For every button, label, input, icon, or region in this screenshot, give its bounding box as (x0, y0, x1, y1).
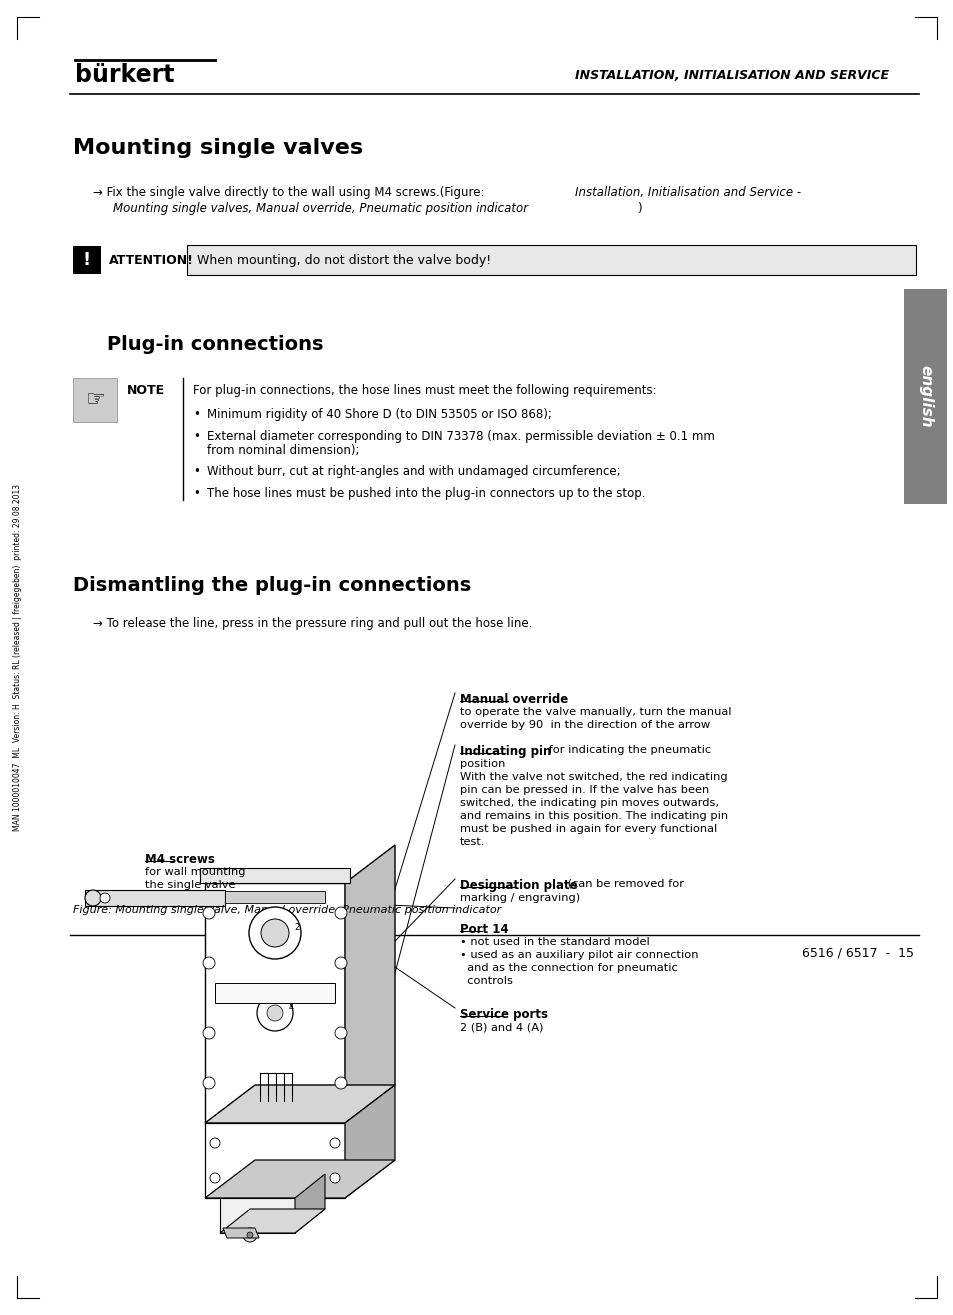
Text: •: • (193, 430, 200, 443)
Circle shape (330, 1137, 339, 1148)
Text: External diameter corresponding to DIN 73378 (max. permissible deviation ± 0.1 m: External diameter corresponding to DIN 7… (207, 430, 714, 443)
Text: Minimum rigidity of 40 Shore D (to DIN 53505 or ISO 868);: Minimum rigidity of 40 Shore D (to DIN 5… (207, 408, 551, 421)
Text: The hose lines must be pushed into the plug-in connectors up to the stop.: The hose lines must be pushed into the p… (207, 488, 645, 500)
Text: test.: test. (459, 838, 485, 847)
Text: and remains in this position. The indicating pin: and remains in this position. The indica… (459, 811, 727, 821)
Text: MAN 1000010047  ML  Version: H  Status: RL (released | freigegeben)  printed: 29: MAN 1000010047 ML Version: H Status: RL … (13, 484, 23, 831)
Text: Indicating pin: Indicating pin (459, 746, 551, 757)
Text: Installation, Initialisation and Service -: Installation, Initialisation and Service… (575, 185, 801, 199)
Polygon shape (345, 1085, 395, 1198)
Text: switched, the indicating pin moves outwards,: switched, the indicating pin moves outwa… (459, 798, 719, 807)
Circle shape (335, 1027, 347, 1039)
Circle shape (203, 907, 214, 919)
Polygon shape (345, 846, 395, 1123)
Circle shape (247, 1232, 253, 1237)
Bar (73, 246, 101, 274)
Polygon shape (205, 882, 345, 1123)
Circle shape (335, 957, 347, 969)
Circle shape (210, 1137, 220, 1148)
Text: ): ) (637, 201, 641, 214)
Text: to operate the valve manually, turn the manual: to operate the valve manually, turn the … (459, 707, 731, 717)
Text: must be pushed in again for every functional: must be pushed in again for every functi… (459, 825, 717, 834)
Circle shape (85, 890, 101, 906)
Polygon shape (205, 1085, 395, 1123)
Text: !: ! (83, 251, 91, 270)
Bar (187, 245, 915, 275)
Text: from nominal dimension);: from nominal dimension); (207, 444, 359, 456)
Text: bürkert: bürkert (75, 63, 174, 87)
Text: pin can be pressed in. If the valve has been: pin can be pressed in. If the valve has … (459, 785, 708, 796)
Text: Manual override: Manual override (459, 693, 568, 706)
Text: → To release the line, press in the pressure ring and pull out the hose line.: → To release the line, press in the pres… (92, 617, 532, 630)
Text: Mounting single valves: Mounting single valves (73, 138, 363, 158)
Circle shape (249, 907, 301, 959)
Polygon shape (214, 984, 335, 1003)
Text: •: • (193, 408, 200, 421)
Text: 4: 4 (288, 1003, 294, 1013)
Circle shape (100, 893, 110, 903)
Circle shape (267, 1005, 283, 1020)
Text: the single valve: the single valve (145, 880, 235, 890)
Text: When mounting, do not distort the valve body!: When mounting, do not distort the valve … (196, 254, 491, 267)
Circle shape (203, 1027, 214, 1039)
Bar (73, 377, 117, 422)
Bar (85, 890, 225, 906)
Circle shape (335, 1077, 347, 1089)
Text: Figure: Mounting single valve, Manual override, Pneumatic position indicator: Figure: Mounting single valve, Manual ov… (73, 905, 500, 915)
Circle shape (256, 995, 293, 1031)
Text: (can be removed for: (can be removed for (563, 878, 683, 889)
Bar (903, 289, 946, 504)
Text: Dismantling the plug-in connections: Dismantling the plug-in connections (73, 576, 471, 594)
Text: 2 (B) and 4 (A): 2 (B) and 4 (A) (459, 1022, 543, 1032)
Text: 2: 2 (294, 923, 299, 932)
Polygon shape (294, 1174, 325, 1233)
Text: english: english (917, 366, 932, 427)
Circle shape (261, 919, 289, 947)
Text: ATTENTION!: ATTENTION! (109, 254, 193, 267)
Text: ☞: ☞ (85, 391, 105, 410)
Text: → Fix the single valve directly to the wall using M4 screws.(Figure:: → Fix the single valve directly to the w… (92, 185, 488, 199)
Polygon shape (220, 1208, 325, 1233)
Text: For plug-in connections, the hose lines must meet the following requirements:: For plug-in connections, the hose lines … (193, 384, 656, 397)
Polygon shape (225, 892, 325, 903)
Text: 6516 / 6517  -  15: 6516 / 6517 - 15 (801, 947, 913, 960)
Text: Port 14: Port 14 (459, 923, 508, 936)
Polygon shape (205, 1160, 395, 1198)
Text: •: • (193, 466, 200, 477)
Circle shape (203, 957, 214, 969)
Text: • used as an auxiliary pilot air connection: • used as an auxiliary pilot air connect… (459, 949, 698, 960)
Polygon shape (223, 1228, 258, 1237)
Polygon shape (220, 1198, 294, 1233)
Circle shape (203, 1077, 214, 1089)
Text: Without burr, cut at right-angles and with undamaged circumference;: Without burr, cut at right-angles and wi… (207, 466, 620, 477)
Text: Mounting single valves, Manual override, Pneumatic position indicator: Mounting single valves, Manual override,… (112, 201, 528, 214)
Text: • not used in the standard model: • not used in the standard model (459, 938, 649, 947)
Text: •: • (193, 488, 200, 500)
Text: M4 screws: M4 screws (145, 853, 214, 867)
Circle shape (335, 907, 347, 919)
Text: NOTE: NOTE (127, 384, 165, 397)
Circle shape (243, 1228, 256, 1241)
Polygon shape (205, 1123, 345, 1198)
Text: Plug-in connections: Plug-in connections (107, 334, 323, 354)
Text: position: position (459, 759, 505, 769)
Text: controls: controls (459, 976, 513, 986)
Text: INSTALLATION, INITIALISATION AND SERVICE: INSTALLATION, INITIALISATION AND SERVICE (575, 68, 888, 82)
Text: With the valve not switched, the red indicating: With the valve not switched, the red ind… (459, 772, 727, 782)
Polygon shape (200, 868, 350, 882)
Text: and as the connection for pneumatic: and as the connection for pneumatic (459, 963, 677, 973)
Text: for indicating the pneumatic: for indicating the pneumatic (545, 746, 711, 755)
Text: Service ports: Service ports (459, 1009, 547, 1020)
Text: marking / engraving): marking / engraving) (459, 893, 579, 903)
Text: for wall mounting: for wall mounting (145, 867, 245, 877)
Circle shape (210, 1173, 220, 1184)
Text: Designation plate: Designation plate (459, 878, 577, 892)
Circle shape (330, 1173, 339, 1184)
Text: override by 90  in the direction of the arrow: override by 90 in the direction of the a… (459, 721, 709, 730)
